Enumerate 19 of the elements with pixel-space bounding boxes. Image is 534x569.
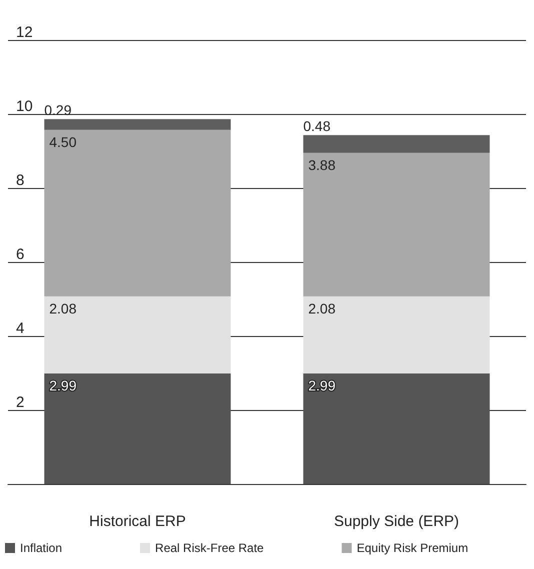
legend-label: Equity Risk Premium <box>356 541 468 555</box>
y-tick-label: 4 <box>16 320 24 337</box>
data-label: 2.99 <box>308 377 336 394</box>
data-label: 0.29 <box>44 102 72 118</box>
data-label: 2.08 <box>49 300 77 316</box>
legend-label: Real Risk-Free Rate <box>155 541 264 555</box>
y-tick-label: 2 <box>16 394 24 411</box>
y-tick-label: 10 <box>16 98 33 115</box>
y-tick-label: 12 <box>16 24 33 41</box>
legend-label: Inflation <box>20 541 62 555</box>
data-label: 2.99 <box>49 377 77 394</box>
data-label: 0.48 <box>303 118 331 134</box>
data-label: 2.08 <box>308 300 336 316</box>
data-label: 3.88 <box>308 156 336 173</box>
data-label: 4.50 <box>49 134 77 150</box>
x-tick-label: Supply Side (ERP) <box>334 513 460 530</box>
y-tick-label: 8 <box>16 172 24 189</box>
x-tick-label: Historical ERP <box>89 513 186 530</box>
y-tick-label: 6 <box>16 246 24 263</box>
